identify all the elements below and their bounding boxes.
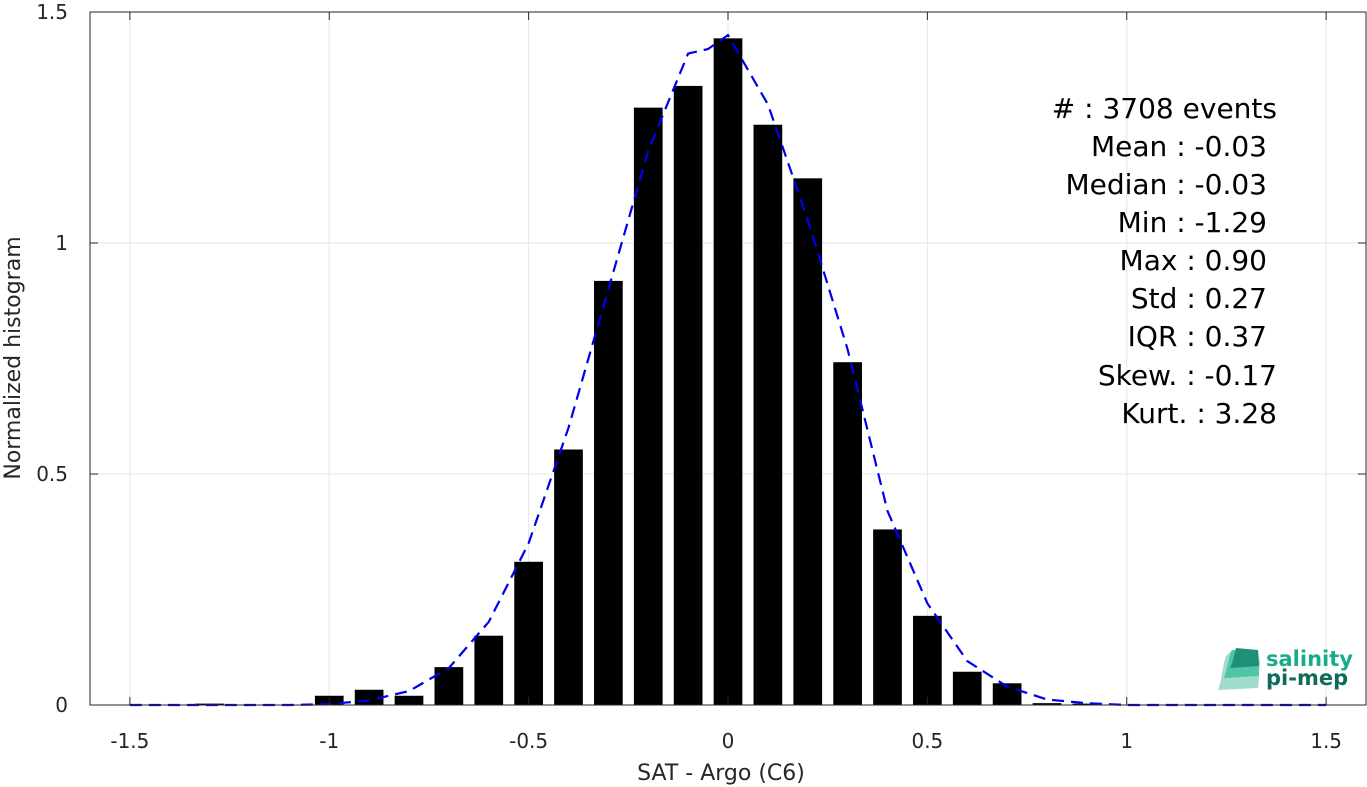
histogram-bar (1072, 703, 1102, 705)
stats-box: # : 3708 events Mean : -0.03 Median : -0… (1052, 92, 1277, 430)
stat-skew: Skew. : -0.17 (1098, 359, 1277, 392)
histogram-bar (394, 695, 424, 705)
stat-kurt: Kurt. : 3.28 (1121, 397, 1277, 430)
bars (195, 38, 1102, 706)
y-tick-label: 0.5 (36, 462, 68, 486)
axis-ticks (90, 11, 1366, 706)
y-tick-labels: 0 0.5 1 1.5 (36, 0, 68, 717)
x-tick-label: 0 (722, 729, 735, 753)
histogram-bar (1032, 703, 1062, 705)
logo-line2: pi-mep (1266, 666, 1348, 690)
histogram-bar (554, 449, 583, 705)
y-tick-label: 1.5 (36, 0, 68, 24)
histogram-bar (952, 671, 982, 705)
histogram-bar (713, 38, 743, 706)
x-tick-label: 0.5 (911, 729, 943, 753)
histogram-bar (753, 124, 783, 705)
histogram-bar (793, 178, 823, 705)
y-axis-label: Normalized histogram (1, 236, 26, 479)
y-tick-label: 1 (55, 231, 68, 255)
stat-std: Std : 0.27 (1131, 282, 1267, 315)
stat-mean: Mean : -0.03 (1091, 130, 1267, 163)
x-axis-label: SAT - Argo (C6) (637, 761, 805, 786)
x-tick-label: 1 (1120, 729, 1133, 753)
x-tick-label: -1.5 (110, 729, 149, 753)
histogram-bar (913, 615, 942, 705)
histogram-bar (514, 561, 543, 705)
x-tick-label: 1.5 (1310, 729, 1342, 753)
histogram-bar (673, 85, 703, 706)
histogram-bar (633, 107, 663, 705)
stat-median: Median : -0.03 (1065, 168, 1267, 201)
y-tick-label: 0 (55, 693, 68, 717)
stat-min: Min : -1.29 (1118, 206, 1267, 239)
histogram-bar (833, 362, 862, 705)
x-tick-label: -0.5 (509, 729, 548, 753)
histogram-bar (873, 529, 902, 705)
logo-line1: salinity (1266, 647, 1353, 671)
stat-events: # : 3708 events (1052, 92, 1277, 125)
stat-iqr: IQR : 0.37 (1128, 320, 1267, 353)
x-tick-label: -1 (319, 729, 339, 753)
x-tick-labels: -1.5 -1 -0.5 0 0.5 1 1.5 (110, 729, 1342, 753)
stat-max: Max : 0.90 (1120, 244, 1267, 277)
histogram-bar (594, 280, 623, 705)
salinity-pi-mep-logo: salinity pi-mep (1218, 647, 1353, 690)
histogram-bar (474, 635, 504, 705)
histogram-bar (992, 683, 1022, 705)
wave-logo-icon (1218, 648, 1260, 690)
